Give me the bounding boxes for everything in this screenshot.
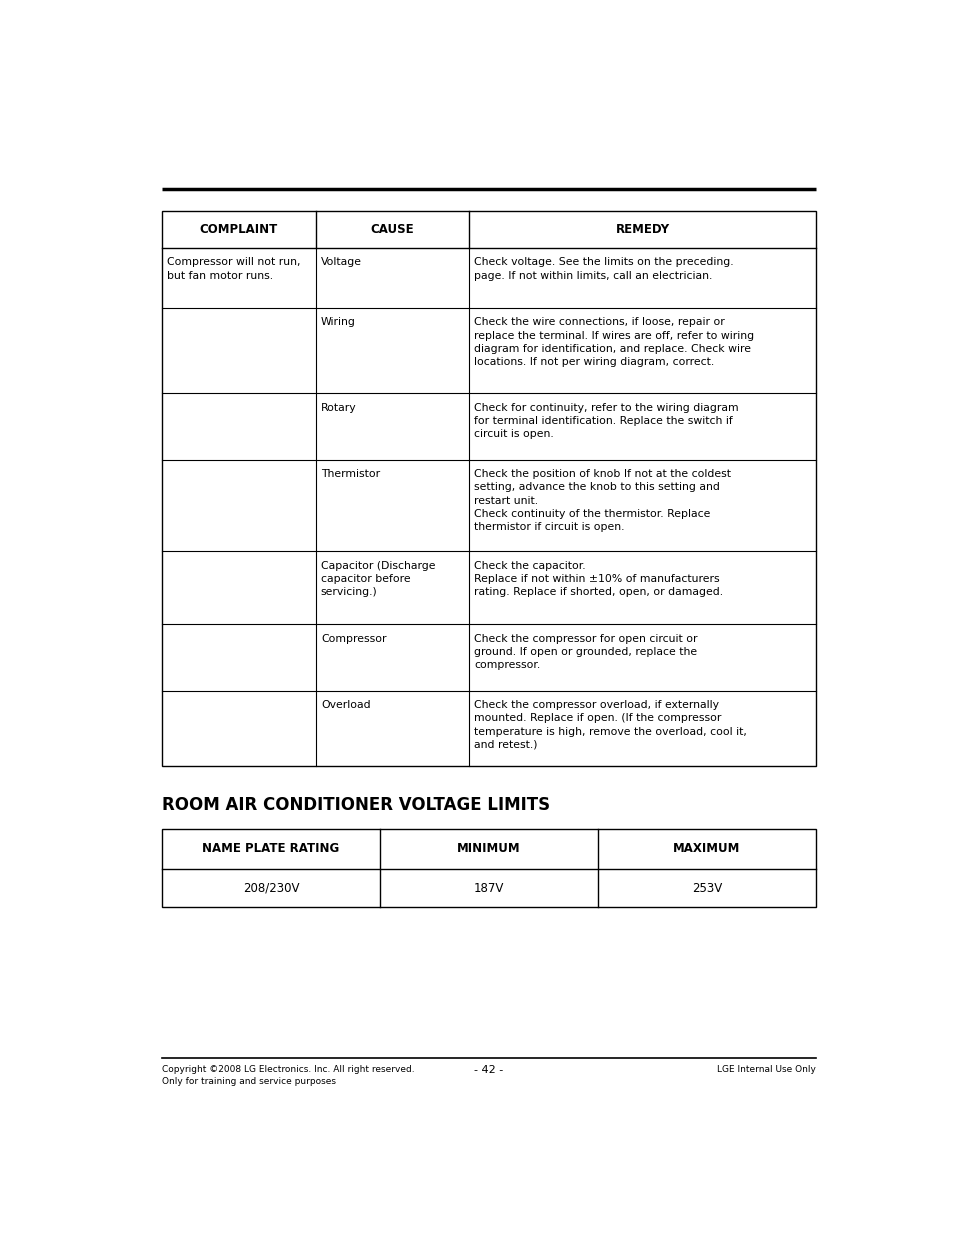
Bar — [162, 211, 815, 767]
Text: MINIMUM: MINIMUM — [456, 843, 520, 855]
Text: Check voltage. See the limits on the preceding.
page. If not within limits, call: Check voltage. See the limits on the pre… — [474, 257, 734, 281]
Text: NAME PLATE RATING: NAME PLATE RATING — [202, 843, 339, 855]
Text: Check the capacitor.
Replace if not within ±10% of manufacturers
rating. Replace: Check the capacitor. Replace if not with… — [474, 561, 723, 598]
Text: Thermistor: Thermistor — [320, 470, 379, 480]
Text: Check the compressor overload, if externally
mounted. Replace if open. (If the c: Check the compressor overload, if extern… — [474, 700, 746, 750]
Text: Wiring: Wiring — [320, 317, 355, 327]
Text: COMPLAINT: COMPLAINT — [199, 222, 277, 236]
Text: Voltage: Voltage — [320, 257, 361, 267]
Text: Check the compressor for open circuit or
ground. If open or grounded, replace th: Check the compressor for open circuit or… — [474, 634, 698, 670]
Text: 253V: 253V — [691, 881, 721, 895]
Text: Check for continuity, refer to the wiring diagram
for terminal identification. R: Check for continuity, refer to the wirin… — [474, 403, 739, 439]
Text: 208/230V: 208/230V — [243, 881, 299, 895]
Text: REMEDY: REMEDY — [615, 222, 669, 236]
Text: Check the position of knob If not at the coldest
setting, advance the knob to th: Check the position of knob If not at the… — [474, 470, 731, 532]
Text: Check the wire connections, if loose, repair or
replace the terminal. If wires a: Check the wire connections, if loose, re… — [474, 317, 754, 367]
Text: Overload: Overload — [320, 700, 370, 710]
Text: - 42 -: - 42 - — [474, 1065, 503, 1075]
Text: Copyright ©2008 LG Electronics. Inc. All right reserved.
Only for training and s: Copyright ©2008 LG Electronics. Inc. All… — [162, 1065, 415, 1086]
Text: Compressor: Compressor — [320, 634, 386, 644]
Text: Rotary: Rotary — [320, 403, 356, 413]
Text: Compressor will not run,
but fan motor runs.: Compressor will not run, but fan motor r… — [167, 257, 300, 281]
Text: MAXIMUM: MAXIMUM — [673, 843, 740, 855]
Text: Capacitor (Discharge
capacitor before
servicing.): Capacitor (Discharge capacitor before se… — [320, 561, 435, 598]
Text: LGE Internal Use Only: LGE Internal Use Only — [716, 1065, 815, 1074]
Text: 187V: 187V — [474, 881, 503, 895]
Text: ROOM AIR CONDITIONER VOLTAGE LIMITS: ROOM AIR CONDITIONER VOLTAGE LIMITS — [162, 796, 550, 814]
Text: CAUSE: CAUSE — [371, 222, 414, 236]
Bar — [162, 829, 815, 907]
